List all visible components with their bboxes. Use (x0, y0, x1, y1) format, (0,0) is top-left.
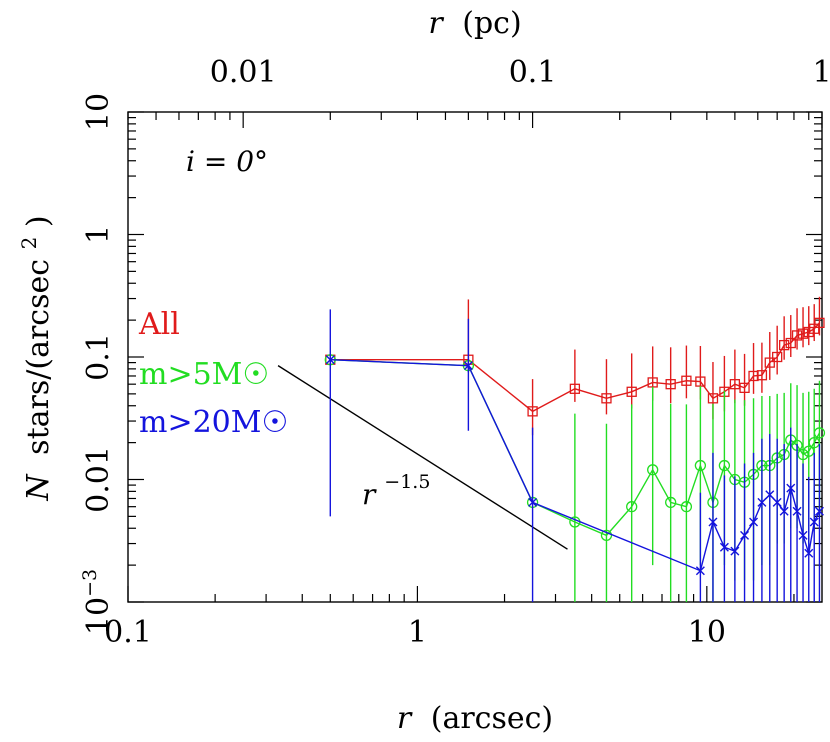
plot-frame (127, 111, 823, 603)
data-point (756, 370, 768, 381)
data-point (779, 339, 790, 351)
y-axis-title-var: N (21, 473, 56, 502)
reference-line-label-var: r (362, 478, 377, 511)
data-point (764, 357, 775, 368)
reference-line-label-sup: −1.5 (384, 471, 430, 493)
data-point (791, 330, 803, 341)
legend-label-m5: m>5M☉ (139, 357, 269, 392)
data-point (739, 382, 750, 393)
y-tick-label: 10 (81, 93, 116, 131)
y-axis-title-text: stars/(arcsec (21, 259, 56, 455)
data-point (708, 517, 718, 527)
data-point (528, 497, 538, 507)
data-point (749, 517, 759, 527)
data-point (814, 506, 824, 516)
y-tick-label: 10−3 (79, 569, 116, 635)
top-tick-label: 0.1 (509, 55, 557, 90)
top-axis-title: r (pc) (428, 6, 521, 41)
top-axis-title-var: r (428, 6, 444, 41)
data-point (804, 548, 814, 558)
y-axis-title-close: ) (21, 215, 56, 227)
data-point (647, 464, 659, 476)
reference-line-layer (277, 365, 568, 550)
x-tick-label: 10 (688, 615, 726, 650)
data-point (325, 355, 335, 365)
x-tick-label: 1 (408, 615, 427, 650)
data-point (719, 542, 729, 552)
inclination-annotation: i = 0° (186, 145, 268, 178)
series-2 (325, 309, 824, 602)
data-point (785, 337, 796, 349)
y-tick-label: 1 (81, 225, 116, 244)
data-point (798, 530, 808, 540)
data-point (772, 497, 782, 507)
top-tick-label: 1 (812, 55, 830, 90)
data-point (695, 566, 705, 576)
data-point (694, 459, 707, 472)
data-point (626, 501, 638, 513)
top-tick-label: 0.01 (210, 55, 277, 90)
data-point (786, 483, 796, 493)
x-tick-label: 0.1 (104, 615, 152, 650)
data-point (772, 351, 783, 363)
data-point (601, 393, 612, 404)
top-axis-title-unit: (pc) (462, 6, 521, 41)
data-point (665, 496, 677, 509)
legend-label-m20: m>20M☉ (139, 405, 288, 440)
data-point (707, 393, 719, 404)
data-point (665, 379, 676, 390)
data-point (809, 517, 819, 527)
y-tick-label: 0.1 (81, 333, 116, 381)
x-axis-title: r (arcsec) (397, 701, 553, 736)
series-layer (324, 296, 826, 602)
data-point (792, 506, 802, 516)
reference-line (277, 365, 568, 550)
data-point (797, 448, 809, 461)
y-tick-label: 0.01 (81, 446, 116, 513)
data-point (809, 323, 820, 334)
legend-label-all: All (138, 307, 180, 342)
data-point (718, 459, 731, 472)
data-point (463, 361, 473, 371)
reference-line-label: r −1.5 (362, 471, 430, 511)
data-point (779, 506, 789, 516)
data-point (680, 501, 693, 513)
data-point (814, 317, 825, 329)
y-axis-title-sup: 2 (17, 237, 41, 250)
data-point (730, 546, 740, 556)
y-axis-title: N stars/(arcsec 2 ) (9, 215, 56, 501)
data-point (803, 326, 814, 338)
data-point (600, 529, 613, 542)
x-axis-title-var: r (397, 701, 413, 736)
x-axis-title-unit: (arcsec) (431, 701, 553, 736)
data-point (569, 383, 581, 394)
data-point (797, 328, 809, 339)
data-point (740, 530, 750, 540)
data-point (813, 427, 826, 439)
tick-label-layer: 0.1 1 10 0.01 0.1 1 10−3 0.01 0.1 1 10 (79, 55, 830, 650)
data-point (765, 490, 775, 500)
data-point (626, 386, 637, 397)
data-point (527, 406, 538, 417)
data-point (757, 497, 767, 507)
data-point (681, 375, 692, 386)
data-point (729, 379, 741, 390)
